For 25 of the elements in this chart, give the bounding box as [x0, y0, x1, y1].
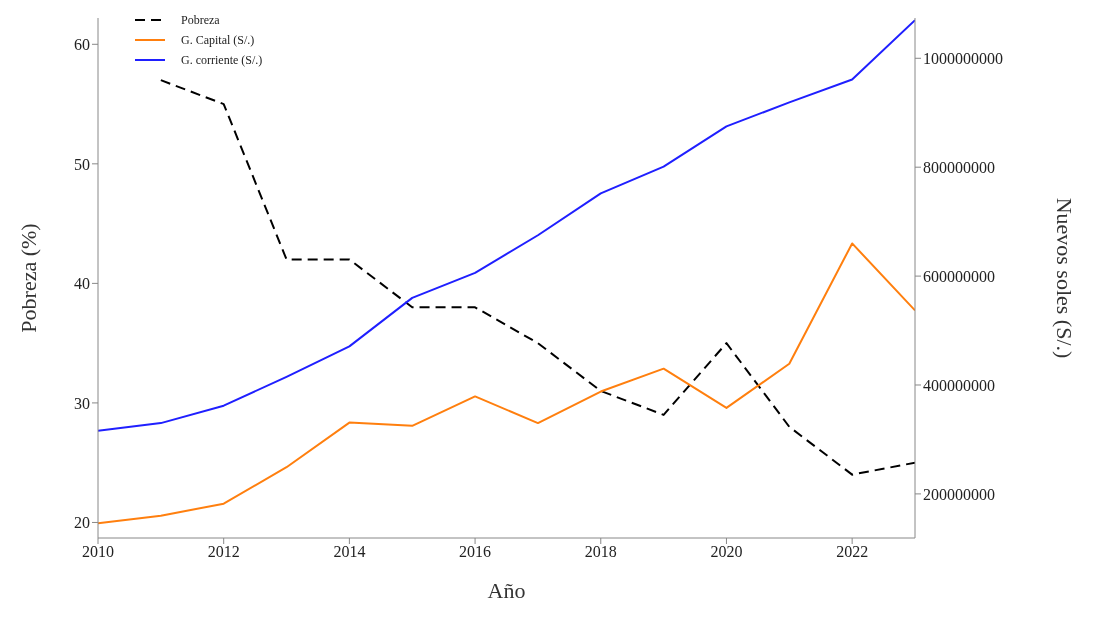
y-tick-label: 30: [74, 394, 90, 412]
y-tick-label: 20: [74, 514, 90, 532]
y-tick-label: 40: [74, 275, 90, 293]
legend-label: G. Capital (S/.): [181, 32, 255, 49]
legend-label: G. corriente (S/.): [181, 52, 263, 69]
x-axis-title: Año: [487, 578, 526, 603]
line-series: [159, 79, 915, 476]
y2-tick-label: 400000000: [923, 376, 995, 394]
y2-axis-title: Nuevos soles (S/.): [1052, 197, 1078, 359]
line-series: [98, 242, 915, 525]
x-tick-label: 2014: [333, 543, 366, 561]
y-tick-label: 60: [74, 35, 90, 53]
y-tick-label: 50: [74, 155, 90, 173]
x-tick-label: 2016: [459, 543, 492, 561]
y2-tick-label: 800000000: [923, 158, 995, 176]
legend-label: Pobreza: [181, 12, 220, 29]
y-axis-title: Pobreza (%): [15, 223, 41, 333]
x-tick-label: 2020: [710, 543, 743, 561]
y2-tick-label: 600000000: [923, 267, 995, 285]
x-tick-label: 2010: [82, 543, 114, 561]
y2-tick-label: 200000000: [923, 485, 995, 503]
y2-tick-label: 1000000000: [923, 49, 1003, 67]
x-tick-label: 2022: [836, 543, 869, 561]
x-tick-label: 2018: [584, 543, 617, 561]
x-tick-label: 2012: [207, 543, 240, 561]
